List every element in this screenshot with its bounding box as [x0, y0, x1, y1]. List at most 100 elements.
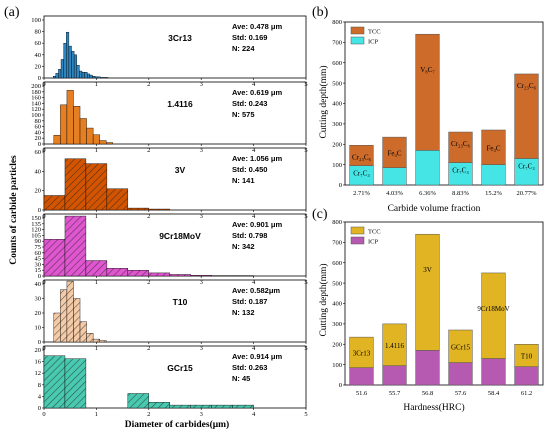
subplot-count: N: 342 [232, 242, 255, 251]
panel-c-bar-label: GCr15 [451, 343, 471, 351]
panel-b-y-tick-label: 0 [339, 182, 342, 189]
histogram-bar-hatch [190, 275, 212, 276]
panel-c-bar-tcc [415, 233, 440, 351]
histogram-bar [79, 118, 87, 145]
subplot-count: N: 45 [232, 374, 250, 383]
panel-label-b: (b) [312, 5, 329, 20]
x-tick-label: 4 [252, 81, 256, 88]
y-tick-label: 0 [38, 141, 41, 148]
histogram-bar [102, 77, 106, 79]
histogram-bar [76, 65, 80, 79]
histogram-bar-hatch [127, 270, 149, 276]
panel-c-bar-label: 9Cr18MoV [477, 305, 509, 313]
panel-b-y-tick-label: 200 [332, 141, 342, 148]
subplot-average: Ave: 1.056 μm [232, 154, 283, 163]
x-tick-label: 1 [95, 147, 98, 154]
histogram-bar-hatch [211, 405, 233, 408]
y-tick-label: 16 [35, 359, 42, 366]
histogram-bar [66, 90, 74, 145]
subplot-average: Ave: 0.478 μm [232, 22, 283, 31]
x-tick-label: 2 [147, 81, 150, 88]
y-tick-label: 0 [38, 75, 41, 82]
y-tick-label: 45 [35, 256, 42, 263]
panel-b-bar-label: Fe₃C [387, 149, 401, 157]
y-tick-label: 20 [35, 135, 42, 142]
panel-c-bar-icp [514, 366, 539, 386]
y-tick-label: 120 [31, 227, 41, 234]
panel-c-bar-tcc [349, 336, 374, 368]
panel-b-bar-tcc [349, 145, 374, 166]
panel-c-x-tick-label: 51.6 [356, 390, 368, 397]
panel-b-frame [344, 21, 544, 186]
histogram-bar-hatch [190, 405, 212, 408]
panel-b-y-tick-label: 600 [332, 60, 342, 67]
x-tick-label: 4 [252, 147, 256, 154]
histogram-bar-hatch [106, 268, 128, 276]
subplot-frame-4 [43, 279, 307, 343]
histogram-bar [53, 135, 61, 145]
panel-b-x-axis-label: Carbide volume fraction [388, 203, 481, 214]
histogram-bar [55, 73, 59, 79]
y-tick-label: 0 [38, 339, 41, 346]
subplot-name: 3Cr13 [168, 33, 192, 43]
subplot-average: Ave: 0.619 μm [232, 88, 283, 97]
panel-c-bar-label: 1.4116 [385, 342, 404, 350]
subplot-name: T10 [173, 297, 188, 307]
histogram-bar [73, 54, 77, 79]
histogram-bar-hatch [106, 188, 128, 210]
panel-b-y-tick-label: 500 [332, 80, 342, 87]
y-tick-label: 20 [35, 63, 42, 70]
panel-b-bar-label: Cr₂₃C₆ [517, 82, 537, 90]
histogram-bar [60, 104, 68, 145]
panel-c-x-tick-label: 55.7 [389, 390, 401, 397]
y-tick-label: 0 [38, 207, 41, 214]
panel-c-y-tick-label: 700 [332, 240, 342, 247]
subplot-average: Ave: 0.582μm [232, 286, 280, 295]
subplot-average: Ave: 0.901 μm [232, 220, 283, 229]
x-tick-label: 3 [200, 411, 203, 418]
histogram-bar-hatch [73, 298, 81, 342]
panel-b-bar-tcc [448, 131, 473, 163]
subplot-name: GCr15 [167, 363, 193, 373]
panel-c-legend-swatch [350, 226, 365, 235]
panel-b-x-tick-label: 4.03% [386, 190, 403, 197]
x-tick-label: 3 [200, 345, 203, 352]
x-tick-label: 2 [147, 213, 150, 220]
y-tick-label: 90 [35, 238, 42, 245]
subplot-std: Std: 0.798 [232, 231, 267, 240]
histogram-bar-hatch [60, 289, 67, 342]
subplot-count: N: 132 [232, 308, 255, 317]
panel-c-bar-icp [415, 350, 440, 386]
histogram-bar [87, 73, 91, 79]
subplot-std: Std: 0.243 [232, 99, 267, 108]
panel-c-x-tick-label: 57.6 [455, 390, 467, 397]
x-tick-label: 1 [95, 345, 98, 352]
panel-b-bar-label: V₈C₇ [420, 66, 435, 74]
histogram-bar [66, 31, 70, 79]
subplot-count: N: 141 [232, 176, 255, 185]
histogram-bar-hatch [148, 402, 170, 408]
panel-b-bar-tcc [514, 73, 539, 159]
x-tick-label: 1 [95, 411, 98, 418]
y-tick-label: 140 [31, 100, 41, 107]
histogram-bar [99, 140, 107, 145]
histogram-bar-hatch [85, 260, 107, 276]
panel-b-y-tick-label: 800 [332, 19, 342, 26]
panel-c-bar-label: T10 [521, 352, 533, 360]
panel-c-bar-label: 3Cr13 [353, 349, 371, 357]
histogram-bar-hatch [86, 333, 94, 342]
x-tick-label: 4 [252, 279, 256, 286]
panel-c-legend-label: ICP [368, 239, 379, 246]
y-tick-label: 105 [31, 232, 41, 239]
histogram-bar [92, 134, 100, 145]
y-tick-label: 40 [35, 168, 42, 175]
panel-a-y-axis-label: Counts of carbide particles [9, 155, 19, 265]
panel-b-legend-swatch [350, 26, 365, 35]
histogram-bar [52, 76, 56, 79]
panel-c-y-tick-label: 100 [332, 362, 342, 369]
histogram-bar-hatch [66, 281, 74, 342]
subplot-count: N: 224 [232, 44, 255, 53]
histogram-bar [58, 69, 62, 79]
panel-c-bar-tcc [514, 344, 539, 367]
x-tick-label: 2 [147, 147, 150, 154]
